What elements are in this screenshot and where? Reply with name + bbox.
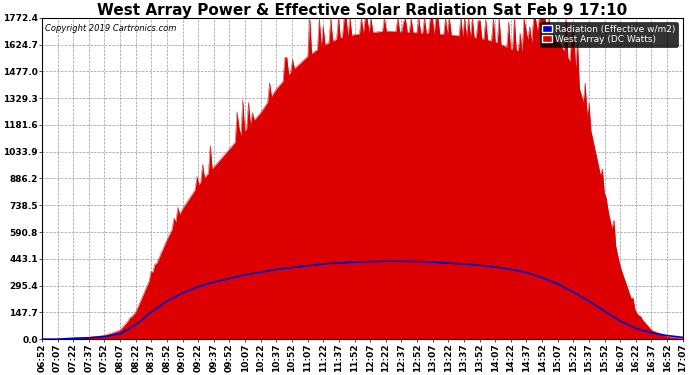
Title: West Array Power & Effective Solar Radiation Sat Feb 9 17:10: West Array Power & Effective Solar Radia… [97,3,627,18]
Text: Copyright 2019 Cartronics.com: Copyright 2019 Cartronics.com [45,24,177,33]
Legend: Radiation (Effective w/m2), West Array (DC Watts): Radiation (Effective w/m2), West Array (… [540,22,678,46]
